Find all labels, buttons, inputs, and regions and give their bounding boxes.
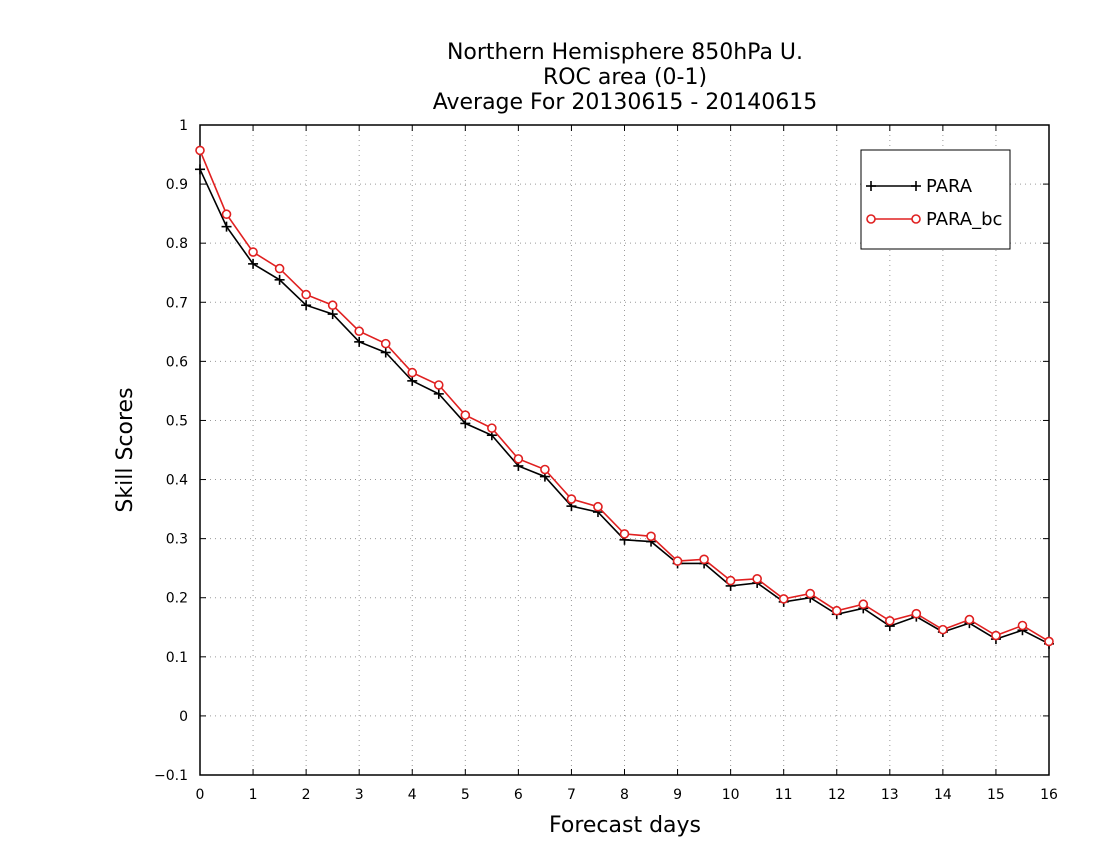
x-tick-label: 12 [828, 787, 846, 803]
grid [200, 125, 1049, 775]
data-point-para-bc [938, 624, 948, 635]
data-point-para-bc [566, 494, 577, 504]
x-tick-label: 14 [934, 787, 952, 803]
data-point-para [221, 221, 232, 232]
legend-item-para-bc: PARA_bc [866, 209, 1002, 230]
data-point-para [460, 418, 471, 429]
y-tick-label: −0.1 [154, 768, 188, 784]
y-tick-label: 0.9 [166, 177, 188, 193]
y-tick-label: 0.6 [166, 354, 188, 370]
x-tick-label: 9 [673, 787, 682, 803]
data-point-para-bc [725, 575, 736, 586]
x-tick-label: 5 [461, 787, 470, 803]
data-point-para-bc [831, 605, 842, 616]
data-point-para-bc [593, 501, 603, 512]
x-tick-label: 7 [567, 787, 576, 803]
legend-label: PARA_bc [926, 209, 1002, 230]
data-point-para-bc [646, 531, 656, 542]
data-series [195, 145, 1054, 649]
data-point-para-bc [805, 588, 816, 599]
y-tick-label: 0.4 [166, 473, 188, 489]
data-point-para-bc [1044, 636, 1054, 647]
data-point-para-bc [858, 599, 869, 610]
data-point-para-bc [195, 145, 205, 156]
legend-box [860, 149, 1011, 250]
axis-ticks: −0.100.10.20.30.40.50.60.70.80.910 1 2 3 4 5 6… [154, 118, 1058, 803]
data-point-para [248, 258, 259, 269]
legend-marker-end [911, 181, 921, 191]
data-point-para-bc [699, 554, 709, 565]
data-point-para-bc [460, 410, 471, 420]
data-point-para-bc [672, 556, 683, 566]
x-tick-label: 16 [1040, 787, 1058, 803]
data-point-para-bc [433, 380, 444, 390]
legend-marker-start [866, 214, 876, 224]
x-axis-label: Forecast days [549, 813, 701, 838]
data-point-para-bc [885, 615, 895, 626]
y-tick-label: 0.1 [166, 650, 188, 666]
data-point-para-bc [911, 608, 922, 619]
x-tick-label: 13 [881, 787, 899, 803]
data-point-para-bc [991, 630, 1001, 641]
x-tick-label: 4 [408, 787, 417, 803]
y-tick-label: 1 [179, 118, 188, 134]
title-line-2: ROC area (0-1) [543, 65, 707, 90]
x-tick-label: 1 [249, 787, 258, 803]
series-para-bc [195, 145, 1054, 647]
data-point-para [354, 336, 365, 347]
y-tick-label: 0.8 [166, 236, 188, 252]
title-line-3: Average For 20130615 - 20140615 [433, 90, 818, 115]
x-tick-label: 0 [196, 787, 205, 803]
y-axis-label: Skill Scores [113, 387, 138, 512]
data-point-para-bc [1017, 620, 1028, 631]
x-tick-label: 15 [987, 787, 1005, 803]
data-point-para [195, 164, 205, 175]
x-tick-label: 6 [514, 787, 523, 803]
legend: PARA PARA_bc [860, 149, 1011, 250]
chart-title: Northern Hemisphere 850hPa U. ROC area (… [433, 40, 818, 115]
data-point-para-bc [540, 464, 550, 475]
y-tick-label: 0.3 [166, 532, 188, 548]
y-tick-label: 0 [179, 709, 188, 725]
legend-item-para: PARA [866, 176, 973, 197]
x-tick-label: 2 [302, 787, 311, 803]
data-point-para [433, 388, 444, 399]
y-tick-label: 0.2 [166, 591, 188, 607]
data-point-para-bc [380, 338, 391, 349]
data-point-para [301, 300, 312, 311]
data-point-para-bc [274, 263, 285, 274]
data-point-para-bc [327, 300, 338, 311]
x-tick-label: 11 [775, 787, 793, 803]
data-point-para-bc [778, 594, 789, 604]
data-point-para [407, 375, 418, 386]
data-point-para [274, 274, 285, 285]
data-point-para-bc [513, 454, 524, 464]
data-point-para-bc [301, 289, 311, 300]
data-point-para-bc [407, 367, 418, 378]
data-point-para-bc [752, 574, 762, 584]
y-tick-label: 0.7 [166, 295, 188, 311]
data-point-para [327, 309, 338, 320]
data-point-para-bc [619, 529, 630, 539]
data-point-para-bc [248, 247, 258, 257]
x-tick-label: 8 [620, 787, 629, 803]
y-tick-label: 0.5 [166, 413, 188, 429]
legend-marker-end [911, 214, 921, 224]
data-point-para-bc [964, 614, 975, 625]
legend-marker-start [866, 181, 876, 191]
x-tick-label: 10 [722, 787, 740, 803]
data-point-para [380, 347, 391, 358]
legend-label: PARA [926, 176, 973, 197]
data-point-para-bc [487, 423, 497, 433]
data-point-para-bc [354, 326, 364, 337]
data-point-para-bc [221, 209, 232, 220]
title-line-1: Northern Hemisphere 850hPa U. [447, 40, 803, 65]
x-tick-label: 3 [355, 787, 364, 803]
